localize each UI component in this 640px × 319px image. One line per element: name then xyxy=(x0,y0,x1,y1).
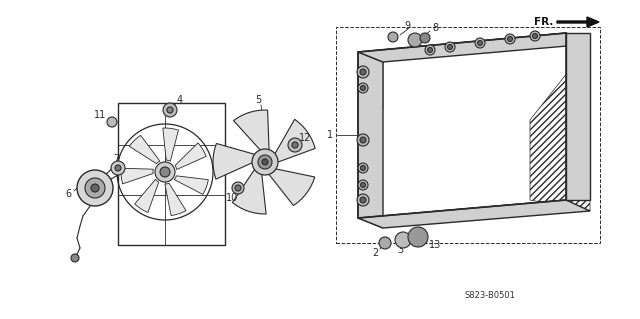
Polygon shape xyxy=(566,33,590,200)
Circle shape xyxy=(91,184,99,192)
Circle shape xyxy=(357,134,369,146)
Circle shape xyxy=(360,182,365,188)
Circle shape xyxy=(252,149,278,175)
Circle shape xyxy=(425,45,435,55)
Circle shape xyxy=(107,117,117,127)
Text: S823-B0501: S823-B0501 xyxy=(465,291,515,300)
Circle shape xyxy=(360,137,366,143)
Circle shape xyxy=(288,138,302,152)
Circle shape xyxy=(530,31,540,41)
Circle shape xyxy=(115,165,121,171)
Circle shape xyxy=(508,36,513,41)
Text: 11: 11 xyxy=(94,110,106,120)
Circle shape xyxy=(505,34,515,44)
Circle shape xyxy=(232,182,244,194)
Circle shape xyxy=(262,159,268,165)
Circle shape xyxy=(160,167,170,177)
Circle shape xyxy=(357,194,369,206)
Text: 13: 13 xyxy=(429,240,441,250)
Circle shape xyxy=(360,197,366,203)
FancyArrow shape xyxy=(557,17,599,27)
Circle shape xyxy=(408,227,428,247)
Polygon shape xyxy=(275,119,315,162)
Circle shape xyxy=(358,163,368,173)
Text: 12: 12 xyxy=(299,133,311,143)
Circle shape xyxy=(379,237,391,249)
Circle shape xyxy=(475,38,485,48)
Text: 1: 1 xyxy=(327,130,333,140)
Circle shape xyxy=(428,48,433,53)
Text: 4: 4 xyxy=(177,95,183,105)
Polygon shape xyxy=(121,168,154,184)
Circle shape xyxy=(360,166,365,170)
Circle shape xyxy=(360,85,365,91)
Circle shape xyxy=(408,33,422,47)
Text: 8: 8 xyxy=(432,23,438,33)
Polygon shape xyxy=(358,52,383,228)
Text: 7: 7 xyxy=(113,154,119,164)
Polygon shape xyxy=(213,144,255,179)
Text: 6: 6 xyxy=(65,189,71,199)
Text: 3: 3 xyxy=(397,245,403,255)
Circle shape xyxy=(235,185,241,191)
Text: 9: 9 xyxy=(404,21,410,31)
Circle shape xyxy=(447,44,452,49)
Polygon shape xyxy=(234,110,269,151)
Polygon shape xyxy=(383,44,590,228)
Circle shape xyxy=(111,161,125,175)
Circle shape xyxy=(357,66,369,78)
Polygon shape xyxy=(174,176,209,194)
Circle shape xyxy=(292,142,298,148)
Polygon shape xyxy=(163,128,179,161)
Bar xyxy=(336,27,600,243)
Polygon shape xyxy=(232,169,266,214)
Circle shape xyxy=(71,254,79,262)
Circle shape xyxy=(358,180,368,190)
Polygon shape xyxy=(118,103,225,245)
Polygon shape xyxy=(268,169,315,205)
Circle shape xyxy=(395,232,411,248)
Circle shape xyxy=(155,162,175,182)
Circle shape xyxy=(420,33,430,43)
Circle shape xyxy=(258,155,272,169)
Circle shape xyxy=(358,83,368,93)
Polygon shape xyxy=(134,179,159,212)
Polygon shape xyxy=(358,33,590,62)
Polygon shape xyxy=(165,183,186,216)
Polygon shape xyxy=(129,135,160,164)
Text: 10: 10 xyxy=(226,193,238,203)
Text: FR.: FR. xyxy=(534,17,553,27)
Circle shape xyxy=(445,42,455,52)
Circle shape xyxy=(167,107,173,113)
Text: 2: 2 xyxy=(372,248,378,258)
Polygon shape xyxy=(358,200,590,228)
Circle shape xyxy=(532,33,538,39)
Circle shape xyxy=(163,103,177,117)
Circle shape xyxy=(85,178,105,198)
Text: 5: 5 xyxy=(255,95,261,105)
Circle shape xyxy=(388,32,398,42)
Polygon shape xyxy=(175,143,206,169)
Circle shape xyxy=(477,41,483,46)
Circle shape xyxy=(77,170,113,206)
Circle shape xyxy=(360,69,366,75)
